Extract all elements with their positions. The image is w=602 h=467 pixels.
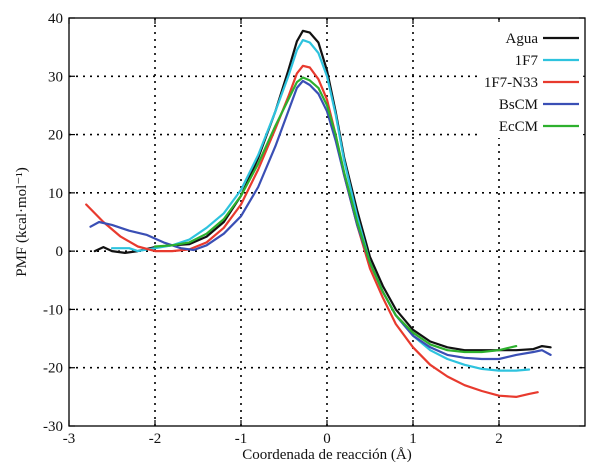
y-tick-label: -10 (43, 302, 63, 318)
legend-label: EcCM (499, 119, 538, 135)
legend-label: BsCM (499, 97, 538, 113)
legend-label: Agua (506, 31, 539, 47)
series-line-1f7-n33 (85, 64, 539, 398)
legend-label: 1F7-N33 (484, 75, 538, 91)
series-line-eccm (153, 76, 518, 354)
legend-background (478, 22, 583, 138)
legend: Agua 1F7 1F7-N33 BsCM EcCM (478, 22, 583, 138)
y-tick-label: 10 (48, 186, 63, 202)
x-tick-label: 1 (409, 431, 417, 447)
y-tick-label: 20 (48, 128, 63, 144)
y-tick-label: -30 (43, 419, 63, 435)
series-line-bscm (89, 79, 552, 361)
y-tick-label: 0 (56, 244, 64, 260)
x-tick-label: 2 (495, 431, 503, 447)
legend-label: 1F7 (515, 53, 539, 69)
x-tick-label: -2 (149, 431, 162, 447)
x-tick-label: 0 (323, 431, 331, 447)
x-tick-label: -3 (63, 431, 76, 447)
y-tick-label: -20 (43, 361, 63, 377)
y-tick-label: 40 (48, 11, 63, 27)
x-tick-label: -1 (235, 431, 248, 447)
series-layer (85, 29, 552, 398)
y-tick-label: 30 (48, 69, 63, 85)
x-axis-title: Coordenada de reacción (Å) (242, 447, 412, 463)
series-line-1f7 (110, 39, 531, 372)
y-axis-title: PMF (kcal·mol⁻¹) (14, 167, 30, 277)
